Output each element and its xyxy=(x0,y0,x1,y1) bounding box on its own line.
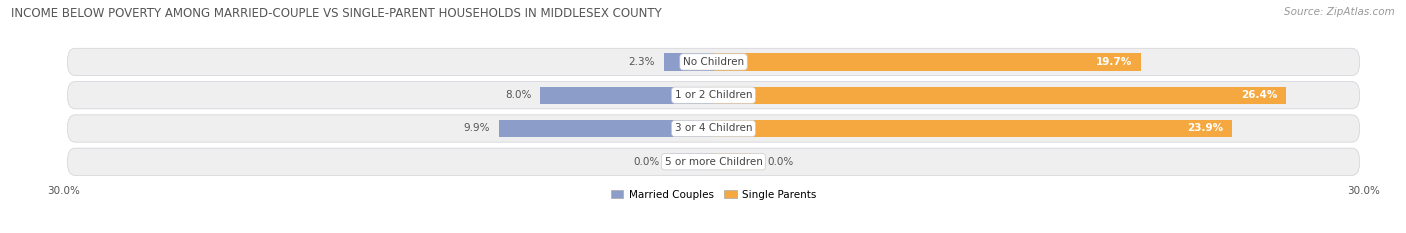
Text: No Children: No Children xyxy=(683,57,744,67)
FancyBboxPatch shape xyxy=(67,148,1360,175)
Text: 9.9%: 9.9% xyxy=(464,123,491,134)
Bar xyxy=(499,120,713,137)
Text: Source: ZipAtlas.com: Source: ZipAtlas.com xyxy=(1284,7,1395,17)
Text: 1 or 2 Children: 1 or 2 Children xyxy=(675,90,752,100)
Text: 23.9%: 23.9% xyxy=(1187,123,1223,134)
Text: 0.0%: 0.0% xyxy=(768,157,794,167)
Text: 26.4%: 26.4% xyxy=(1240,90,1277,100)
Text: 5 or more Children: 5 or more Children xyxy=(665,157,762,167)
FancyBboxPatch shape xyxy=(67,82,1360,109)
Text: 8.0%: 8.0% xyxy=(505,90,531,100)
FancyBboxPatch shape xyxy=(67,48,1360,75)
Bar xyxy=(664,53,713,71)
Text: 0.0%: 0.0% xyxy=(633,157,659,167)
Text: INCOME BELOW POVERTY AMONG MARRIED-COUPLE VS SINGLE-PARENT HOUSEHOLDS IN MIDDLES: INCOME BELOW POVERTY AMONG MARRIED-COUPL… xyxy=(11,7,662,20)
Text: 19.7%: 19.7% xyxy=(1095,57,1132,67)
Bar xyxy=(671,153,713,170)
Text: 3 or 4 Children: 3 or 4 Children xyxy=(675,123,752,134)
Bar xyxy=(540,86,713,104)
Bar xyxy=(713,86,1285,104)
Bar xyxy=(713,120,1232,137)
Bar xyxy=(713,53,1140,71)
Bar xyxy=(713,153,756,170)
Legend: Married Couples, Single Parents: Married Couples, Single Parents xyxy=(609,188,818,202)
FancyBboxPatch shape xyxy=(67,115,1360,142)
Text: 2.3%: 2.3% xyxy=(628,57,655,67)
